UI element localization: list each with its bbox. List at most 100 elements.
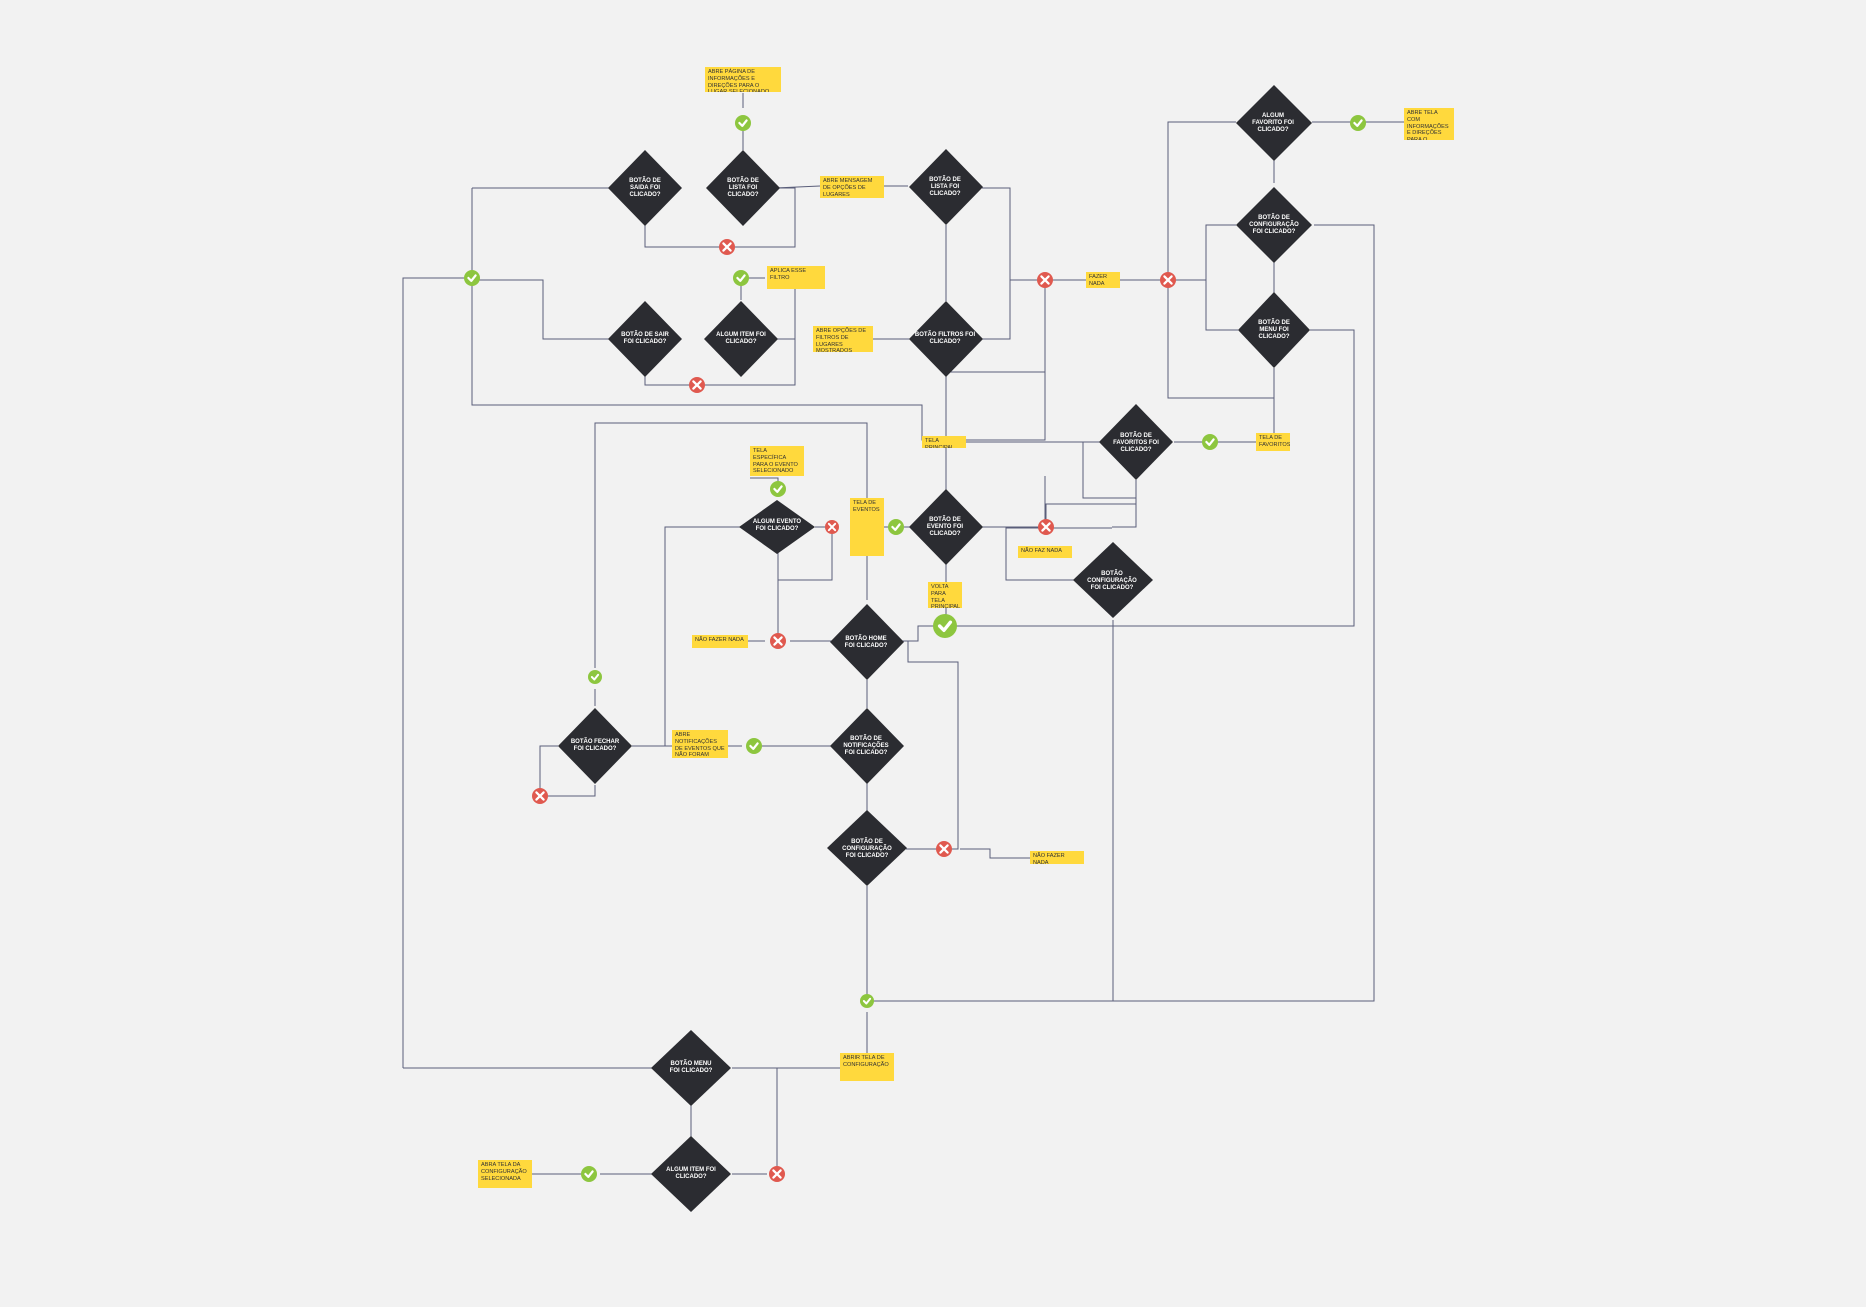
connector-line — [402, 277, 472, 1068]
note-nao-fazer-nada-left[interactable]: NÃO FAZER NADA — [692, 635, 748, 648]
connector-line — [900, 640, 959, 850]
note-aplica-filtro[interactable]: APLICA ESSE FILTRO — [767, 266, 825, 289]
note-nao-faz-nada[interactable]: NÃO FAZ NADA — [1018, 546, 1072, 558]
connector-line — [982, 187, 1011, 340]
decision-lista-right[interactable] — [909, 149, 983, 225]
check-icon-circle — [735, 115, 751, 131]
connector-line — [1113, 224, 1375, 1002]
cross-mark — [535, 791, 545, 801]
cross-icon — [1160, 272, 1176, 288]
cross-mark — [722, 242, 732, 252]
connector-line — [594, 422, 868, 668]
cross-icon — [1037, 272, 1053, 288]
cross-mark — [773, 636, 783, 646]
check-mark — [891, 523, 901, 532]
decision-algum-item-bottom[interactable] — [651, 1136, 731, 1212]
check-mark — [584, 1170, 594, 1179]
cross-mark — [772, 1169, 782, 1179]
check-icon-circle — [888, 519, 904, 535]
decision-notificacoes[interactable] — [830, 708, 904, 784]
connector-line — [644, 338, 796, 386]
connector-line — [644, 187, 796, 248]
decision-sair-mid[interactable] — [608, 301, 682, 377]
decision-algum-favorito[interactable] — [1236, 85, 1312, 161]
note-abre-pagina[interactable]: ABRE PÁGINA DE INFORMAÇÕES E DIREÇÕES PA… — [705, 67, 781, 92]
cross-mark — [827, 522, 837, 532]
cross-icon — [770, 633, 786, 649]
cross-icon — [769, 1166, 785, 1182]
decision-fechar[interactable] — [558, 708, 632, 784]
check-icon — [735, 115, 751, 131]
check-icon — [860, 994, 874, 1008]
check-mark — [862, 997, 872, 1005]
cross-icon — [1038, 519, 1054, 535]
check-icon — [1350, 115, 1366, 131]
connector-line — [960, 848, 1030, 859]
decision-algum-item[interactable] — [704, 301, 778, 377]
check-mark — [937, 620, 953, 633]
check-icon-circle — [860, 994, 874, 1008]
check-icon — [888, 519, 904, 535]
note-abre-tela-com[interactable]: ABRE TELA COM INFORMAÇÕES E DIREÇÕES PAR… — [1404, 108, 1454, 140]
check-mark — [736, 274, 746, 283]
note-abrir-config[interactable]: ABRIR TELA DE CONFIGURAÇÃO — [840, 1053, 894, 1081]
connector-line — [1167, 280, 1275, 399]
note-tela-especifica[interactable]: TELA ESPECÍFICA PARA O EVENTO SELECIONAD… — [750, 446, 804, 476]
decision-config-mid[interactable] — [1073, 542, 1153, 618]
connector-line — [1005, 527, 1083, 581]
check-icon — [588, 670, 602, 684]
check-icon — [1202, 434, 1218, 450]
decision-sair-top[interactable] — [608, 150, 682, 226]
cross-mark — [1040, 275, 1050, 285]
connector-line — [906, 625, 946, 642]
decision-home[interactable] — [830, 604, 904, 680]
cross-icon — [689, 377, 705, 393]
check-icon-circle — [1350, 115, 1366, 131]
check-mark — [738, 119, 748, 127]
connector-line — [1168, 279, 1238, 331]
check-mark — [749, 742, 759, 751]
check-icon-circle — [1202, 434, 1218, 450]
note-abre-mensagem[interactable]: ABRE MENSAGEM DE OPÇÕES DE LUGARES EXIST… — [820, 176, 884, 198]
connector-line — [1167, 121, 1236, 280]
note-tela-eventos[interactable]: TELA DE EVENTOS — [850, 498, 884, 556]
note-fazer-nada-right[interactable]: FAZER NADA — [1086, 272, 1120, 288]
cross-mark — [692, 380, 702, 390]
decision-evento[interactable] — [909, 489, 983, 565]
check-icon — [733, 270, 749, 286]
check-mark — [1205, 438, 1215, 447]
connector-line — [472, 279, 610, 340]
decision-filtros[interactable] — [909, 301, 983, 377]
decision-config-low[interactable] — [827, 810, 907, 886]
note-abre-notificacoes[interactable]: ABRE NOTIFICAÇÕES DE EVENTOS QUE NÃO FOR… — [672, 730, 728, 758]
note-volta-principal[interactable]: VOLTA PARA TELA PRINCIPAL — [928, 582, 962, 608]
decision-algum-evento[interactable] — [739, 500, 815, 554]
note-abra-tela-config[interactable]: ABRA TELA DA CONFIGURAÇÃO SELECIONADA — [478, 1160, 532, 1188]
note-tela-principal[interactable]: TELA PRINCIPAL — [922, 436, 966, 448]
check-icon-circle — [581, 1166, 597, 1182]
check-mark — [467, 274, 477, 283]
connector-line — [471, 188, 1046, 441]
connector-line — [1168, 224, 1236, 281]
connector-line — [774, 185, 821, 189]
cross-icon — [532, 788, 548, 804]
check-icon — [746, 738, 762, 754]
decision-lista-left[interactable] — [706, 150, 780, 226]
note-tela-favoritos[interactable]: TELA DE FAVORITOS — [1256, 433, 1290, 451]
cross-mark — [939, 844, 949, 854]
decision-config-right[interactable] — [1236, 187, 1312, 263]
check-mark — [590, 673, 600, 681]
check-icon — [464, 270, 480, 286]
decision-menu-right[interactable] — [1238, 292, 1310, 368]
decision-favoritos[interactable] — [1099, 404, 1173, 480]
check-icon-circle — [770, 481, 786, 497]
connector-line — [732, 1067, 778, 1174]
note-abre-opcoes[interactable]: ABRE OPÇÕES DE FILTROS DE LUGARES MOSTRA… — [813, 326, 873, 352]
decision-menu-bottom[interactable] — [651, 1030, 731, 1106]
cross-icon — [825, 520, 839, 534]
check-icon — [581, 1166, 597, 1182]
check-icon — [933, 614, 957, 638]
cross-mark — [1163, 275, 1173, 285]
note-nao-fazer-nada-low[interactable]: NÃO FAZER NADA — [1030, 851, 1084, 864]
